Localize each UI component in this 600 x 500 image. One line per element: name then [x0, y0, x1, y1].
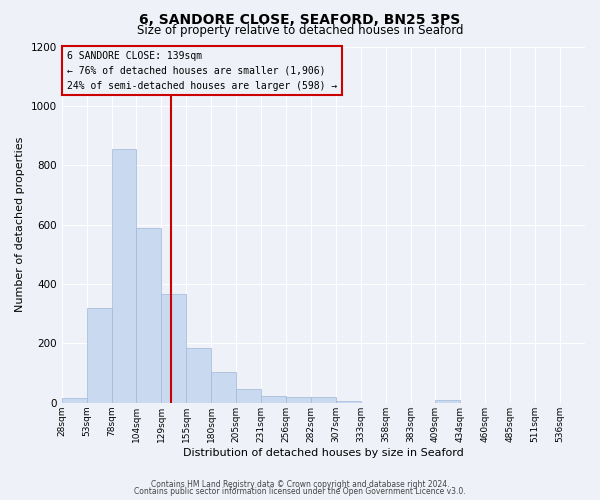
Bar: [436, 400, 460, 403]
Text: 6 SANDORE CLOSE: 139sqm
← 76% of detached houses are smaller (1,906)
24% of semi: 6 SANDORE CLOSE: 139sqm ← 76% of detache…: [67, 51, 337, 90]
Y-axis label: Number of detached properties: Number of detached properties: [15, 137, 25, 312]
Text: Size of property relative to detached houses in Seaford: Size of property relative to detached ho…: [137, 24, 463, 37]
Bar: [136, 228, 161, 403]
Bar: [186, 348, 211, 403]
Text: Contains HM Land Registry data © Crown copyright and database right 2024.: Contains HM Land Registry data © Crown c…: [151, 480, 449, 489]
Bar: [311, 398, 336, 403]
Bar: [161, 294, 186, 403]
Bar: [211, 372, 236, 403]
Bar: [336, 402, 361, 403]
Bar: [236, 388, 261, 403]
Text: 6, SANDORE CLOSE, SEAFORD, BN25 3PS: 6, SANDORE CLOSE, SEAFORD, BN25 3PS: [139, 12, 461, 26]
X-axis label: Distribution of detached houses by size in Seaford: Distribution of detached houses by size …: [183, 448, 464, 458]
Bar: [86, 308, 112, 403]
Bar: [62, 398, 86, 403]
Bar: [286, 398, 311, 403]
Text: Contains public sector information licensed under the Open Government Licence v3: Contains public sector information licen…: [134, 487, 466, 496]
Bar: [112, 149, 136, 403]
Bar: [261, 396, 286, 403]
